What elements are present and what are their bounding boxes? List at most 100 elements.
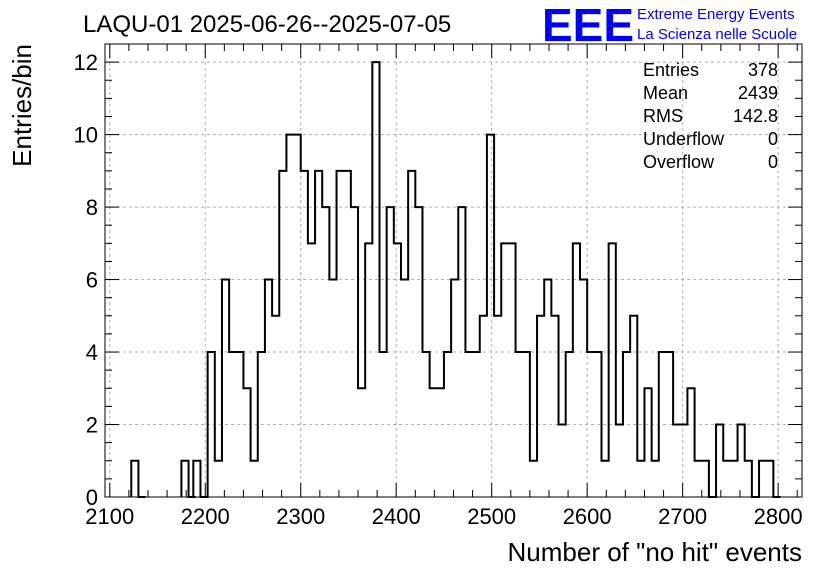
histogram-bin: [494, 316, 501, 497]
histogram-bin: [573, 243, 580, 497]
stats-value: 0: [768, 152, 778, 172]
x-tick-label: 2200: [181, 504, 230, 529]
eee-logo: EEE Extreme Energy Events La Scienza nel…: [542, 0, 797, 51]
histogram-bin: [394, 243, 401, 497]
histogram-bin: [544, 280, 551, 497]
histogram-bin: [523, 352, 530, 497]
histogram-bin: [465, 352, 472, 497]
x-tick-label: 2800: [754, 504, 803, 529]
y-tick-label: 10: [74, 123, 98, 148]
histogram-bin: [437, 388, 444, 497]
histogram-bin: [193, 461, 200, 497]
stats-value: 378: [748, 60, 778, 80]
x-tick-label: 2100: [85, 504, 134, 529]
histogram-bin: [251, 461, 258, 497]
histogram-bin: [444, 352, 451, 497]
y-axis-label: Entries/bin: [7, 44, 37, 167]
histogram-bin: [236, 352, 243, 497]
histogram-bin: [501, 243, 508, 497]
histogram-bin: [308, 243, 315, 497]
histogram-bin: [222, 280, 229, 497]
histogram-bin: [666, 352, 673, 497]
histogram-bin: [601, 461, 608, 497]
y-tick-label: 0: [86, 485, 98, 510]
x-tick-label: 2300: [276, 504, 325, 529]
histogram-bin: [229, 352, 236, 497]
histogram-bin: [480, 316, 487, 497]
histogram-bin: [430, 388, 437, 497]
y-tick-label: 8: [86, 195, 98, 220]
histogram-bin: [344, 171, 351, 497]
histogram-bin: [365, 243, 372, 497]
histogram-bin: [766, 461, 773, 497]
histogram-bin: [181, 461, 188, 497]
histogram-bin: [286, 135, 293, 497]
histogram-bin: [702, 461, 709, 497]
histogram-bin: [738, 425, 745, 497]
stats-value: 0: [768, 129, 778, 149]
histogram-bin: [759, 461, 766, 497]
histogram-bin: [422, 352, 429, 497]
histogram-bin: [380, 352, 387, 497]
histogram-bin: [301, 171, 308, 497]
histogram-bin: [659, 352, 666, 497]
histogram-bin: [537, 316, 544, 497]
histogram-bin: [473, 352, 480, 497]
x-tick-label: 2500: [467, 504, 516, 529]
stats-label: Overflow: [643, 152, 715, 172]
histogram-bin: [516, 352, 523, 497]
eee-logo-line2: La Scienza nelle Scuole: [637, 26, 797, 43]
histogram-bin: [644, 388, 651, 497]
histogram-step-line: [130, 61, 781, 498]
y-tick-label: 6: [86, 268, 98, 293]
stats-label: Entries: [643, 60, 699, 80]
eee-logo-mark: EEE: [542, 0, 634, 51]
x-tick-label: 2400: [372, 504, 421, 529]
histogram-bin: [594, 352, 601, 497]
histogram-bin: [351, 207, 358, 497]
histogram-bin: [680, 425, 687, 497]
histogram-bin: [687, 388, 694, 497]
histogram-bin: [530, 461, 537, 497]
histogram-bin: [315, 171, 322, 497]
histogram-bin: [551, 316, 558, 497]
y-tick-label: 2: [86, 413, 98, 438]
histogram-bin: [272, 316, 279, 497]
stats-label: RMS: [643, 106, 683, 126]
histogram-bin: [566, 352, 573, 497]
stats-label: Underflow: [643, 129, 725, 149]
stats-value: 2439: [738, 83, 778, 103]
histogram-bin: [243, 388, 250, 497]
histogram-bin: [637, 461, 644, 497]
histogram-bin: [458, 207, 465, 497]
histogram-bin: [487, 135, 494, 497]
axis-ticks: [105, 43, 802, 498]
histogram-bin: [673, 425, 680, 497]
stats-label: Mean: [643, 83, 688, 103]
histogram-bin: [131, 461, 138, 497]
histogram-bin: [616, 425, 623, 497]
x-tick-label: 2700: [658, 504, 707, 529]
histogram-bin: [401, 280, 408, 497]
histogram-bin: [208, 352, 215, 497]
y-tick-label: 12: [74, 50, 98, 75]
histogram-bin: [745, 461, 752, 497]
histogram-bin: [358, 388, 365, 497]
histogram-bin: [716, 425, 723, 497]
histogram-bin: [294, 135, 301, 497]
histogram-bin: [372, 62, 379, 497]
histogram-bin: [265, 280, 272, 497]
histogram-bin: [258, 352, 265, 497]
eee-logo-line1: Extreme Energy Events: [637, 6, 795, 23]
chart-title: LAQU-01 2025-06-26--2025-07-05: [83, 11, 451, 38]
histogram-bin: [630, 316, 637, 497]
x-axis-label: Number of "no hit" events: [508, 537, 803, 567]
histogram-bin: [451, 280, 458, 497]
histogram-bin: [609, 243, 616, 497]
stats-box: Entries 378 Mean 2439 RMS 142.8 Underflow 0 Over…: [643, 60, 778, 172]
x-tick-labels: 2100 2200 2300 2400 2500 2600 2700 2800: [85, 504, 802, 529]
histogram-bin: [279, 171, 286, 497]
x-tick-label: 2600: [563, 504, 612, 529]
histogram-bin: [337, 171, 344, 497]
histogram-bin: [652, 461, 659, 497]
